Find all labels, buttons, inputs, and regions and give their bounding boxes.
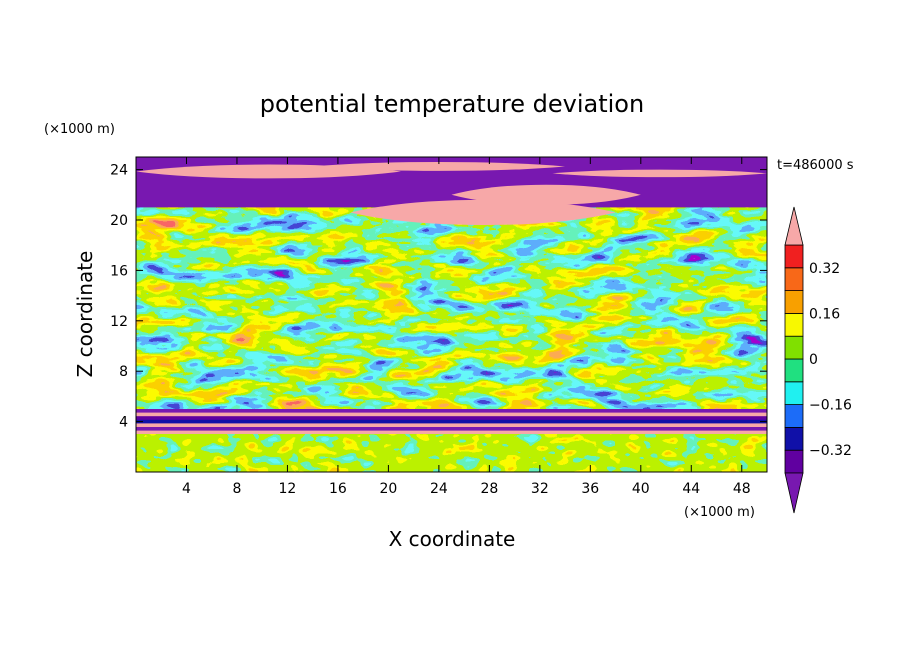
x-tick-label: 44 [682,481,700,497]
colorbar-box [784,449,804,474]
colorbar-box [784,335,804,360]
field-pink-patch-2 [312,162,566,171]
x-unit-label: (×1000 m) [684,505,755,520]
colorbar-min-triangle [784,472,804,514]
plot-frame [135,156,768,473]
colorbar-box [784,267,804,291]
x-axis-label: X coordinate [389,527,516,551]
colorbar: 0.32 0.16 0 −0.16 −0.32 [784,206,852,514]
y-tick-label: 16 [110,263,128,279]
chart-title: potential temperature deviation [260,90,644,118]
colorbar-box [784,426,804,451]
field-strata-3 [136,419,767,424]
y-tick-label: 4 [119,415,128,431]
field-strata-5 [136,427,767,432]
colorbar-tick-label: 0.16 [809,306,840,322]
field-strata-0 [136,409,767,414]
colorbar-max-triangle [784,206,804,246]
x-ticks: 4 8 12 16 20 24 28 32 36 40 44 48 [182,157,751,497]
colorbar-tick-label: −0.16 [809,398,852,414]
time-label: t=486000 s [777,158,854,173]
colorbar-box [784,404,804,428]
x-tick-label: 24 [430,481,448,497]
colorbar-box [784,381,804,405]
x-tick-label: 28 [480,481,498,497]
y-ticks: 4 8 12 16 20 24 [110,163,767,431]
x-tick-label: 20 [379,481,397,497]
y-tick-label: 24 [110,163,128,179]
y-tick-label: 12 [110,314,128,330]
heatmap-field [136,157,767,472]
y-tick-label: 8 [119,364,128,380]
colorbar-tick-label: −0.32 [809,443,852,459]
x-tick-label: 48 [733,481,751,497]
field-strata-4 [136,423,767,428]
colorbar-box [784,244,804,269]
colorbar-box [784,358,804,383]
x-tick-label: 4 [182,481,191,497]
colorbar-box [784,290,804,314]
x-tick-label: 40 [632,481,650,497]
field-strata-1 [136,412,767,417]
x-tick-label: 32 [531,481,549,497]
field-pink-patch-3 [552,169,767,178]
colorbar-tick-label: 0 [809,352,818,368]
colorbar-box [784,312,804,337]
x-tick-label: 16 [329,481,347,497]
x-tick-label: 8 [232,481,241,497]
field-pink-patch-1 [451,184,641,205]
field-strata-6 [136,430,767,435]
field-strata-2 [136,416,767,421]
x-tick-label: 36 [581,481,599,497]
field-pink-patch-4 [350,199,616,226]
colorbar-tick-label: 0.32 [809,261,840,277]
x-tick-label: 12 [279,481,297,497]
y-unit-label: (×1000 m) [44,122,115,137]
y-axis-label: Z coordinate [73,251,97,378]
y-tick-label: 20 [110,213,128,229]
field-low-cells [136,434,767,472]
